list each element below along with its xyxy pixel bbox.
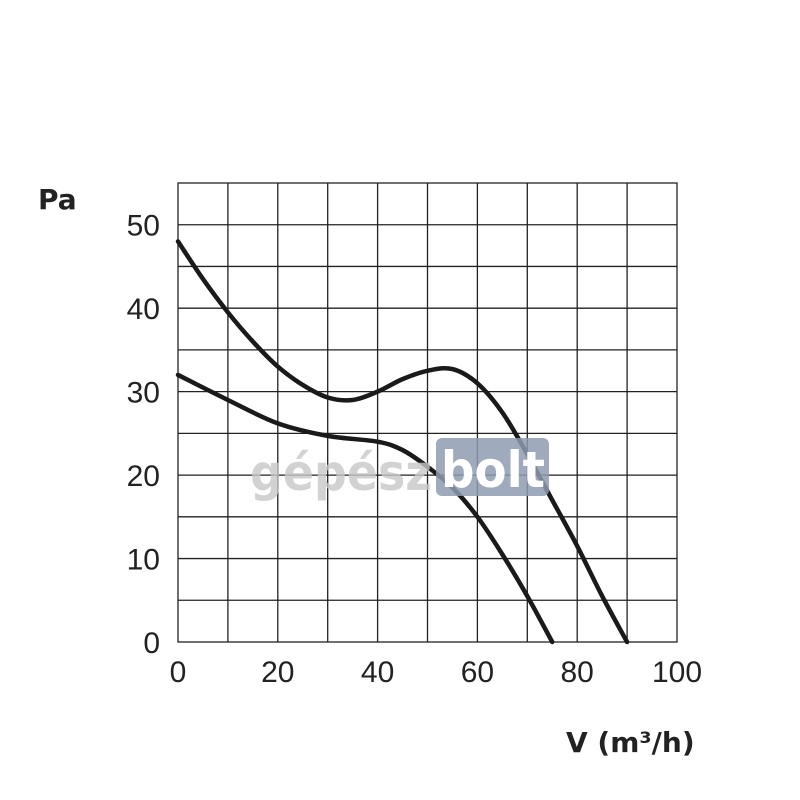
x-tick-label: 100: [652, 656, 702, 689]
y-tick-label: 40: [127, 293, 160, 326]
watermark-box: [436, 438, 549, 496]
x-axis-label: V (m³/h): [566, 726, 695, 759]
x-tick-label: 0: [170, 656, 187, 689]
curves: [175, 239, 630, 645]
series-line-2: [175, 372, 555, 645]
watermark-text-2: bolt: [441, 441, 545, 499]
y-tick-label: 30: [127, 377, 160, 410]
x-tick-label: 20: [261, 656, 294, 689]
y-tick-label: 10: [127, 544, 160, 577]
y-axis-label: Pa: [38, 183, 77, 216]
x-tick-label: 60: [461, 656, 494, 689]
y-tick-label: 0: [143, 627, 160, 660]
x-tick-label: 40: [361, 656, 394, 689]
y-tick-label: 50: [127, 210, 160, 243]
x-tick-label: 80: [561, 656, 594, 689]
watermark-logo: gépész bolt: [250, 438, 549, 502]
watermark-text-1: gépész: [250, 444, 432, 502]
tick-labels: 0 20 40 60 80 100 0 10 20 30 40 50: [127, 210, 702, 689]
series-line-1: [175, 239, 630, 645]
y-tick-label: 20: [127, 460, 160, 493]
